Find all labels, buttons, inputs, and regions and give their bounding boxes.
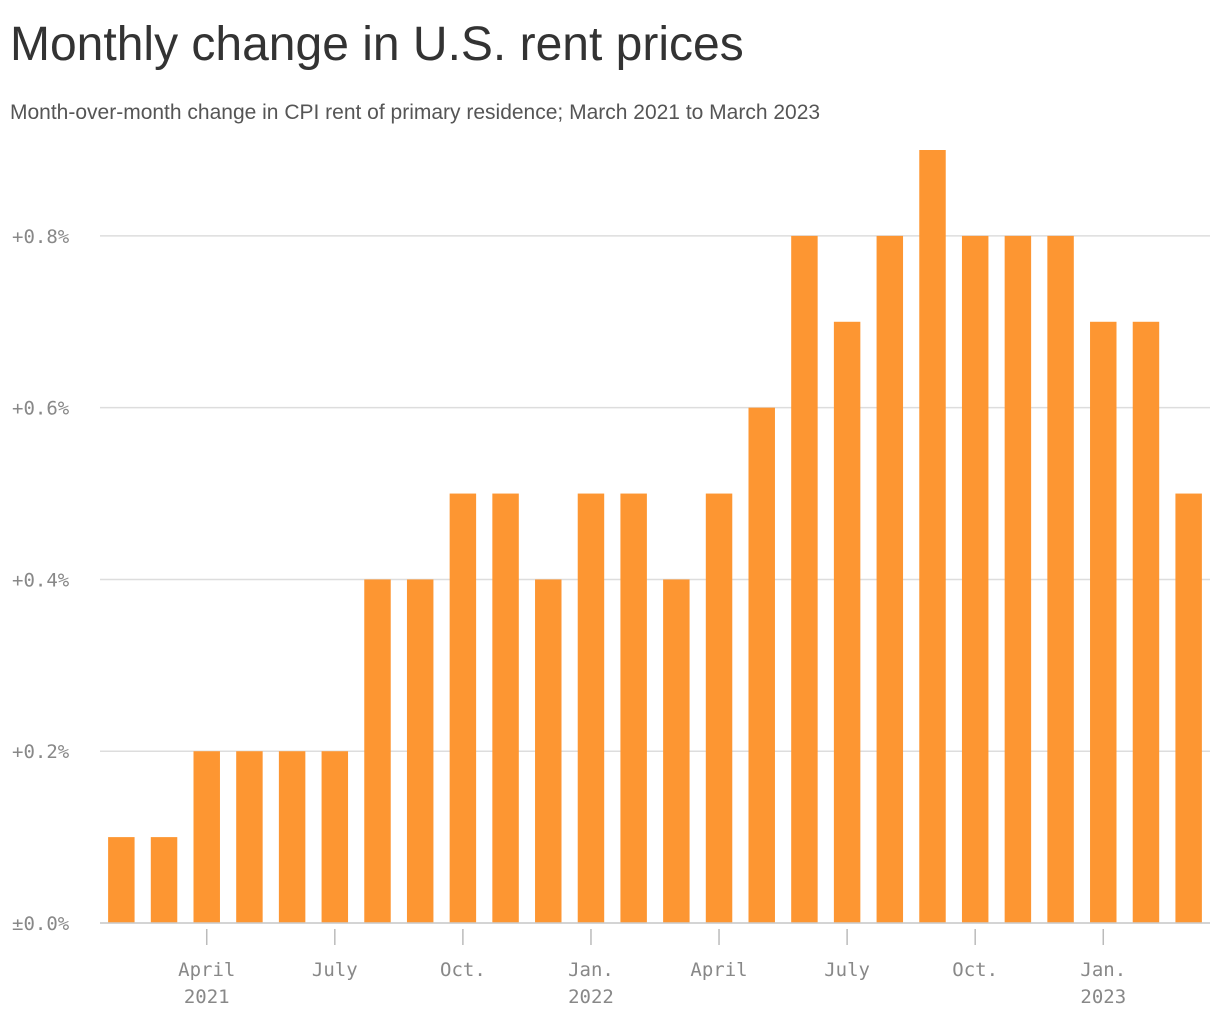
x-tick-label: Jan. (568, 959, 614, 981)
bar (919, 150, 946, 923)
bar (321, 751, 349, 923)
bar (364, 579, 391, 923)
y-tick-label: +0.6% (12, 398, 70, 420)
y-tick-label: +0.2% (12, 741, 70, 763)
y-tick-label: +0.4% (12, 569, 70, 591)
chart-title: Monthly change in U.S. rent prices (10, 18, 744, 71)
bar (961, 235, 989, 923)
bar (620, 493, 647, 923)
x-tick-label: April (690, 959, 747, 981)
y-tick-label: ±0.0% (12, 913, 70, 935)
bar (1047, 235, 1074, 923)
bar (1175, 493, 1202, 923)
bar (449, 493, 477, 923)
x-tick-label: Oct. (952, 959, 998, 981)
bar (577, 493, 605, 923)
y-tick-label: +0.8% (12, 226, 70, 248)
x-tick-label: Oct. (440, 959, 486, 981)
bar (108, 837, 135, 923)
x-tick-label: 2023 (1080, 986, 1126, 1008)
bar (705, 493, 733, 923)
x-tick-label: 2021 (184, 986, 230, 1008)
x-tick-label: July (312, 959, 358, 981)
bar (535, 579, 562, 923)
x-tick-label: 2022 (568, 986, 614, 1008)
x-tick-label: July (824, 959, 870, 981)
bar (748, 407, 775, 924)
chart-subtitle: Month-over-month change in CPI rent of p… (10, 101, 820, 124)
bar (663, 579, 690, 923)
bar (236, 751, 263, 923)
bar (1132, 321, 1160, 923)
bar (492, 493, 519, 923)
x-tick-label: Jan. (1080, 959, 1126, 981)
bar (193, 751, 220, 923)
bar (278, 751, 306, 923)
bar (1004, 235, 1032, 923)
bar (833, 321, 861, 923)
bar (406, 579, 434, 923)
bar (150, 837, 178, 923)
x-tick-label: April (178, 959, 235, 981)
bar (876, 235, 904, 923)
bar (1090, 321, 1117, 923)
bar (791, 235, 818, 923)
